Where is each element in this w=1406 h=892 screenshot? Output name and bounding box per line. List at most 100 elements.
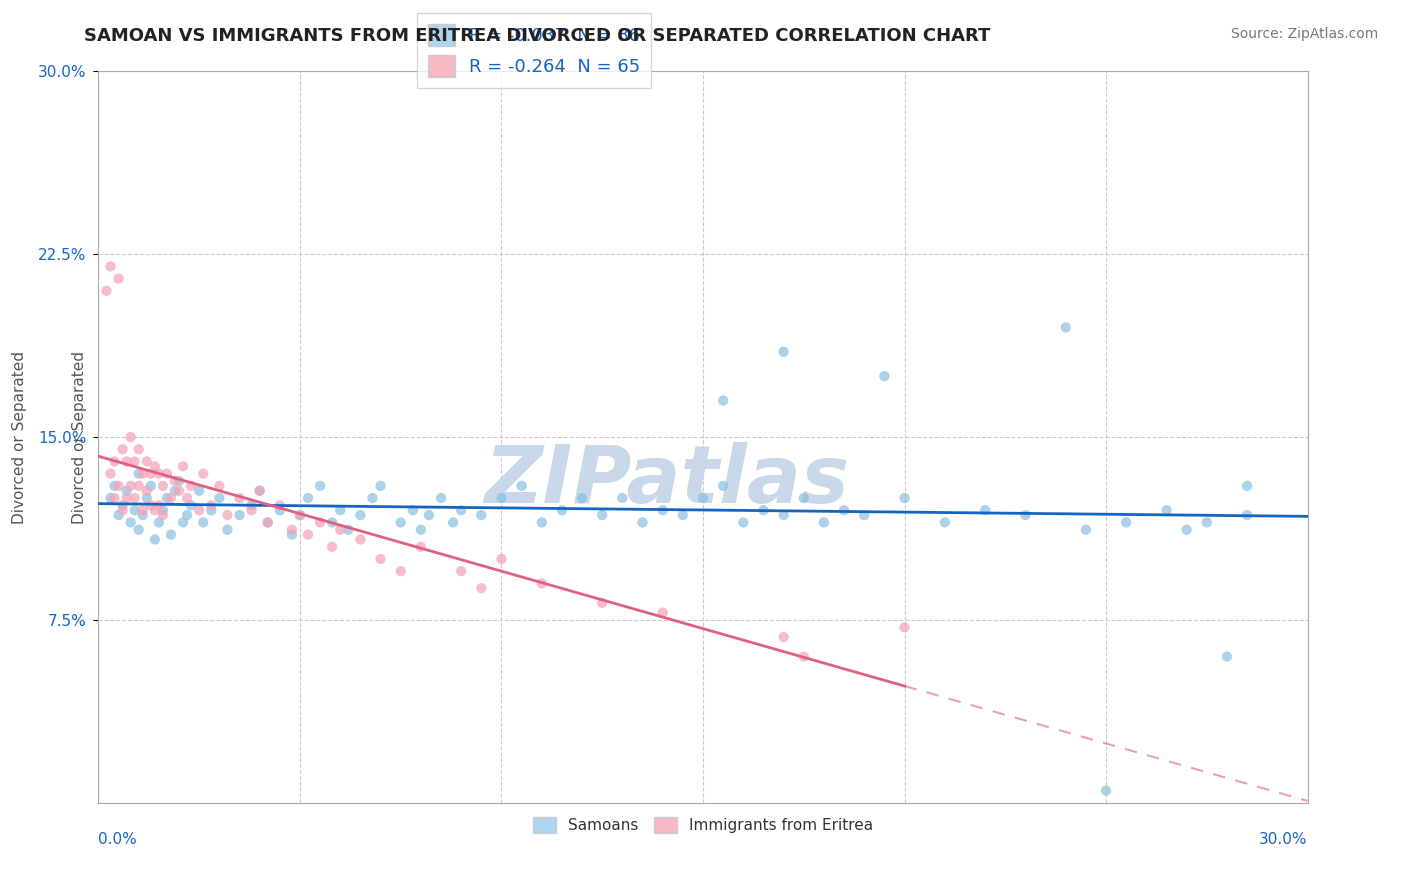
Point [128, 523, 150, 537]
Point [256, 516, 278, 530]
Point [389, 564, 412, 578]
Point [1074, 523, 1097, 537]
Point [1156, 503, 1178, 517]
Point [1054, 320, 1077, 334]
Point [143, 459, 166, 474]
Point [132, 508, 155, 522]
Point [176, 508, 198, 522]
Point [832, 503, 855, 517]
Point [288, 508, 311, 522]
Text: ZIPatlas: ZIPatlas [484, 442, 849, 520]
Point [510, 479, 533, 493]
Point [111, 442, 134, 457]
Point [115, 483, 138, 498]
Point [135, 483, 157, 498]
Point [1236, 479, 1258, 493]
Point [100, 260, 122, 274]
Point [139, 467, 162, 481]
Point [172, 516, 194, 530]
Point [100, 491, 122, 505]
Point [530, 516, 553, 530]
Point [389, 516, 412, 530]
Point [337, 523, 360, 537]
Point [143, 533, 166, 547]
Y-axis label: Divorced or Separated: Divorced or Separated [72, 351, 87, 524]
Point [491, 552, 513, 566]
Point [152, 508, 174, 522]
Point [120, 516, 142, 530]
Point [139, 479, 162, 493]
Point [288, 508, 311, 522]
Point [217, 508, 239, 522]
Point [281, 523, 304, 537]
Point [772, 508, 794, 522]
Point [441, 516, 464, 530]
Text: 0.0%: 0.0% [98, 832, 138, 847]
Point [309, 479, 332, 493]
Point [163, 474, 186, 488]
Point [893, 620, 915, 634]
Point [591, 596, 613, 610]
Point [167, 474, 190, 488]
Point [430, 491, 453, 505]
Point [711, 479, 734, 493]
Point [240, 499, 263, 513]
Point [551, 503, 574, 517]
Point [893, 491, 915, 505]
Point [111, 503, 134, 517]
Legend: Samoans, Immigrants from Eritrea: Samoans, Immigrants from Eritrea [527, 811, 879, 839]
Text: 30.0%: 30.0% [1260, 832, 1308, 847]
Point [297, 491, 319, 505]
Point [281, 527, 304, 541]
Point [208, 491, 231, 505]
Point [96, 284, 118, 298]
Point [115, 491, 138, 505]
Point [853, 508, 876, 522]
Point [193, 516, 215, 530]
Point [107, 271, 129, 285]
Point [124, 491, 146, 505]
Point [370, 479, 392, 493]
Point [156, 467, 179, 481]
Point [163, 483, 186, 498]
Point [450, 503, 472, 517]
Point [309, 516, 332, 530]
Point [530, 576, 553, 591]
Point [240, 503, 263, 517]
Point [361, 491, 384, 505]
Point [297, 527, 319, 541]
Point [409, 523, 432, 537]
Point [180, 499, 202, 513]
Point [772, 630, 794, 644]
Point [143, 503, 166, 517]
Point [188, 503, 211, 517]
Point [107, 479, 129, 493]
Point [974, 503, 997, 517]
Point [329, 523, 352, 537]
Point [172, 459, 194, 474]
Point [128, 479, 150, 493]
Point [321, 540, 343, 554]
Point [103, 454, 125, 468]
Point [1095, 783, 1118, 797]
Point [934, 516, 956, 530]
Point [124, 454, 146, 468]
Point [631, 516, 654, 530]
Point [772, 344, 794, 359]
Point [813, 516, 835, 530]
Point [180, 479, 202, 493]
Point [152, 479, 174, 493]
Point [132, 467, 155, 481]
Point [571, 491, 593, 505]
Point [793, 649, 815, 664]
Point [651, 503, 673, 517]
Point [1115, 516, 1137, 530]
Point [200, 503, 222, 517]
Point [208, 479, 231, 493]
Point [128, 467, 150, 481]
Point [217, 523, 239, 537]
Text: SAMOAN VS IMMIGRANTS FROM ERITREA DIVORCED OR SEPARATED CORRELATION CHART: SAMOAN VS IMMIGRANTS FROM ERITREA DIVORC… [84, 27, 991, 45]
Point [156, 491, 179, 505]
Point [651, 606, 673, 620]
Point [692, 491, 714, 505]
